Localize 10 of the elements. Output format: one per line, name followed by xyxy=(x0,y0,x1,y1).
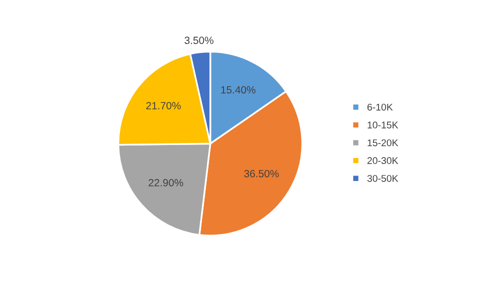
legend-label: 10-15K xyxy=(368,122,398,128)
data-label: 22.90% xyxy=(148,179,184,186)
data-label: 3.50% xyxy=(184,36,214,44)
legend-label: 15-20K xyxy=(368,139,398,146)
data-label: 15.40% xyxy=(221,86,256,94)
legend-label: 20-30K xyxy=(367,157,398,164)
legend-label: 6-10K xyxy=(367,104,393,111)
data-label: 36.50% xyxy=(244,170,279,178)
legend-label: 30-50K xyxy=(367,174,398,182)
data-label: 21.70% xyxy=(146,102,181,110)
